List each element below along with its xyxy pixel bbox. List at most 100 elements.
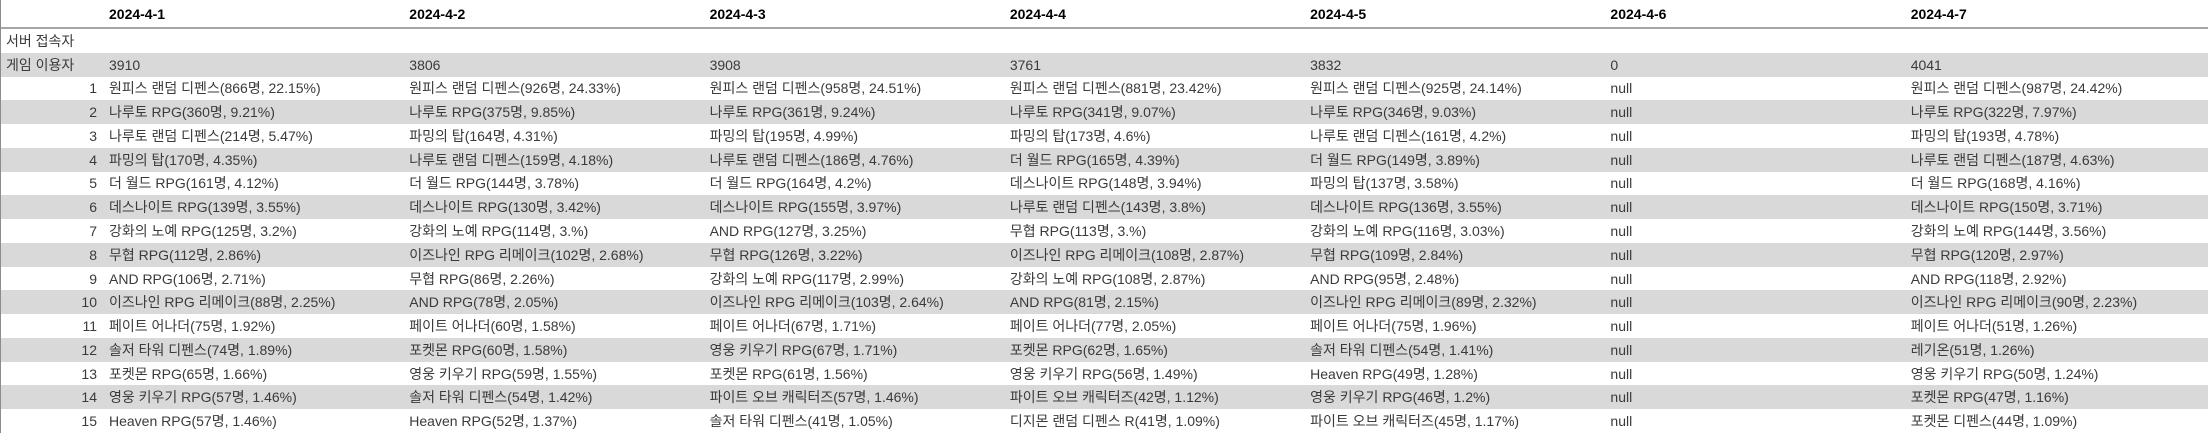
game-stat-cell: 더 월드 RPG(168명, 4.16%) [1910, 175, 2081, 192]
game-stat-cell: 포켓몬 RPG(47명, 1.16%) [1910, 389, 2069, 406]
game-stat-cell: 솔저 타워 디펜스(74명, 1.89%) [109, 341, 293, 358]
game-stat-cell: 파밍의 탑(137명, 3.58%) [1310, 175, 1459, 192]
game-users-value-cell: 3806 [409, 56, 441, 73]
game-stat-cell: 나루토 RPG(361명, 9.24%) [709, 104, 876, 121]
game-users-value-cell: 3761 [1009, 56, 1041, 73]
game-stat-cell: 강화의 노예 RPG(108명, 2.87%) [1009, 270, 1206, 287]
game-stat-cell: 데스나이트 RPG(155명, 3.97%) [709, 199, 902, 216]
rank-number-cell: 3 [89, 127, 97, 144]
game-users-row: 게임 이용자 3910 3806 3908 3761 3832 0 4041 [1, 52, 2208, 77]
ranking-row: 3 나루토 랜덤 디펜스(214명, 5.47%) 파밍의 탑(164명, 4.31… [1, 124, 2208, 148]
game-stat-cell: null [1610, 127, 1633, 144]
game-stat-cell: null [1610, 318, 1633, 335]
ranking-row: 4 파밍의 탑(170명, 4.35%) 나루토 랜덤 디펜스(159명, 4.18… [1, 147, 2208, 172]
game-stat-cell: 포켓몬 RPG(62명, 1.65%) [1009, 341, 1168, 358]
game-stat-cell: 강화의 노예 RPG(117명, 2.99%) [709, 270, 905, 287]
game-stat-cell: 솔저 타워 디펜스(54명, 1.42%) [409, 389, 593, 406]
rank-number-cell: 15 [81, 413, 97, 430]
ranking-row: 8 무협 RPG(112명, 2.86%) 이즈나인 RPG 리메이크(102명, … [1, 242, 2208, 267]
date-header-cell: 2024-4-7 [1910, 5, 1967, 22]
rank-number-cell: 1 [89, 80, 97, 97]
game-stat-cell: null [1610, 104, 1633, 121]
game-stat-cell: 무협 RPG(113명, 3.%) [1009, 222, 1147, 239]
game-stat-cell: 페이트 어나더(67명, 1.71%) [709, 318, 876, 335]
game-stat-cell: 이즈나인 RPG 리메이크(90명, 2.23%) [1910, 294, 2138, 311]
ranking-row: 6 데스나이트 RPG(139명, 3.55%) 데스나이트 RPG(130명, 3… [1, 195, 2208, 220]
game-stat-cell: Heaven RPG(52명, 1.37%) [409, 413, 578, 430]
server-connections-row: 서버 접속자 [1, 29, 2208, 53]
game-stat-cell: 나루토 RPG(341명, 9.07%) [1009, 104, 1176, 121]
game-users-value-cell: 3832 [1310, 56, 1342, 73]
game-stat-cell: 페이트 어나더(75명, 1.96%) [1310, 318, 1477, 335]
rank-number-cell: 14 [81, 389, 97, 406]
game-stat-cell: Heaven RPG(57명, 1.46%) [109, 413, 277, 430]
game-stat-cell: 데스나이트 RPG(150명, 3.71%) [1910, 199, 2103, 216]
game-stat-cell: 나루토 랜덤 디펜스(214명, 5.47%) [109, 127, 313, 144]
game-stat-cell: AND RPG(127명, 3.25%) [709, 222, 867, 239]
game-stat-cell: null [1610, 365, 1633, 382]
game-users-value-cell: 4041 [1910, 56, 1942, 73]
game-users-value-cell: 3910 [109, 56, 141, 73]
game-stat-cell: 더 월드 RPG(144명, 3.78%) [409, 175, 580, 192]
rank-number-cell: 9 [89, 270, 97, 287]
game-stat-cell: null [1610, 294, 1633, 311]
game-stat-cell: 영웅 키우기 RPG(46명, 1.2%) [1310, 389, 1491, 406]
game-stat-cell: 파밍의 탑(170명, 4.35%) [109, 151, 258, 168]
game-stat-cell: 포켓몬 RPG(61명, 1.56%) [709, 365, 868, 382]
game-stat-cell: 더 월드 RPG(164명, 4.2%) [709, 175, 872, 192]
game-stat-cell: 페이트 어나더(75명, 1.92%) [109, 318, 276, 335]
ranking-row: 15 Heaven RPG(57명, 1.46%) Heaven RPG(52명, … [1, 409, 2208, 433]
game-stat-cell: null [1610, 270, 1633, 287]
game-stat-cell: 솔저 타워 디펜스(54명, 1.41%) [1310, 341, 1494, 358]
game-stat-cell: 데스나이트 RPG(130명, 3.42%) [409, 199, 601, 216]
rank-number-cell: 10 [81, 294, 97, 311]
game-stat-cell: null [1610, 246, 1633, 263]
game-stat-cell: 이즈나인 RPG 리메이크(88명, 2.25%) [109, 294, 336, 311]
date-header-cell: 2024-4-2 [409, 5, 466, 22]
game-stat-cell: 원피스 랜덤 디펜스(987명, 24.42%) [1910, 80, 2123, 97]
game-stat-cell: 파밍의 탑(193명, 4.78%) [1910, 127, 2060, 144]
game-stat-cell: 데스나이트 RPG(136명, 3.55%) [1310, 199, 1502, 216]
game-stat-cell: 나루토 RPG(346명, 9.03%) [1310, 104, 1477, 121]
game-stat-cell: 원피스 랜덤 디펜스(881명, 23.42%) [1009, 80, 1222, 97]
game-stat-cell: 데스나이트 RPG(148명, 3.94%) [1009, 175, 1202, 192]
game-stat-cell: 원피스 랜덤 디펜스(958명, 24.51%) [709, 80, 922, 97]
game-stat-cell: Heaven RPG(49명, 1.28%) [1310, 365, 1478, 382]
game-stat-cell: null [1610, 389, 1633, 406]
date-header-cell: 2024-4-3 [709, 5, 766, 22]
rank-number-cell: 8 [89, 246, 97, 263]
game-stat-cell: 원피스 랜덤 디펜스(926명, 24.33%) [409, 80, 621, 97]
game-stat-cell: 이즈나인 RPG 리메이크(108명, 2.87%) [1009, 246, 1245, 263]
game-stat-cell: 무협 RPG(109명, 2.84%) [1310, 246, 1464, 263]
game-stat-cell: 나루토 RPG(360명, 9.21%) [109, 104, 275, 121]
game-stat-cell: 영웅 키우기 RPG(59명, 1.55%) [409, 365, 598, 382]
game-stat-cell: 영웅 키우기 RPG(57명, 1.46%) [109, 389, 297, 406]
game-stat-cell: null [1610, 80, 1633, 97]
rank-number-cell: 12 [81, 341, 97, 358]
game-stat-cell: 이즈나인 RPG 리메이크(89명, 2.32%) [1310, 294, 1537, 311]
game-stat-cell: 페이트 어나더(77명, 2.05%) [1009, 318, 1177, 335]
game-stat-cell: 나루토 랜덤 디펜스(159명, 4.18%) [409, 151, 614, 168]
game-stat-cell: 더 월드 RPG(161명, 4.12%) [109, 175, 279, 192]
game-stat-cell: null [1610, 151, 1633, 168]
ranking-row: 9 AND RPG(106명, 2.71%) 무협 RPG(86명, 2.26%) 강… [1, 267, 2208, 291]
game-users-value-cell: 0 [1610, 56, 1619, 73]
ranking-row: 14 영웅 키우기 RPG(57명, 1.46%) 솔저 타워 디펜스(54명, 1… [1, 385, 2208, 410]
game-stat-cell: 페이트 어나더(60명, 1.58%) [409, 318, 576, 335]
ranking-row: 12 솔저 타워 디펜스(74명, 1.89%) 포켓몬 RPG(60명, 1.58… [1, 337, 2208, 362]
game-stat-cell: null [1610, 175, 1633, 192]
game-stat-cell: 이즈나인 RPG 리메이크(103명, 2.64%) [709, 294, 944, 311]
date-header-cell: 2024-4-4 [1009, 5, 1066, 22]
game-users-value-cell: 3908 [709, 56, 741, 73]
game-stat-cell: 강화의 노예 RPG(114명, 3.%) [409, 222, 589, 239]
date-header-cell: 2024-4-5 [1310, 5, 1367, 22]
row-label-server: 서버 접속자 [6, 32, 75, 49]
game-stat-cell: 강화의 노예 RPG(144명, 3.56%) [1910, 222, 2107, 239]
game-stat-cell: 이즈나인 RPG 리메이크(102명, 2.68%) [409, 246, 644, 263]
game-stat-cell: 파밍의 탑(164명, 4.31%) [409, 127, 558, 144]
rank-number-cell: 4 [89, 151, 97, 168]
game-stat-cell: 영웅 키우기 RPG(56명, 1.49%) [1009, 365, 1198, 382]
ranking-row: 1 원피스 랜덤 디펜스(866명, 22.15%) 원피스 랜덤 디펜스(926명… [1, 77, 2208, 101]
game-stat-cell: 무협 RPG(120명, 2.97%) [1910, 246, 2064, 263]
